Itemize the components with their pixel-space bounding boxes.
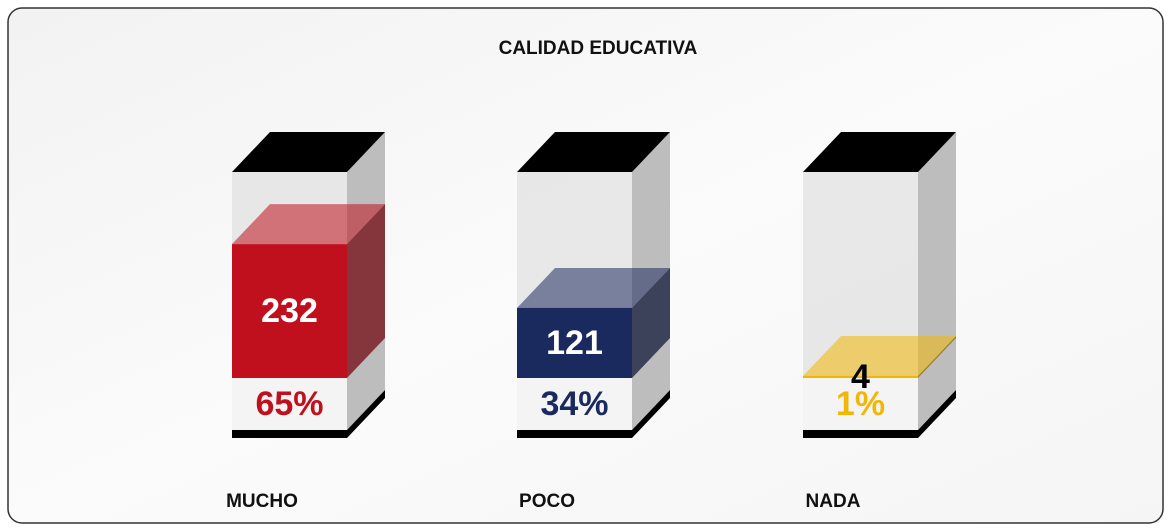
bar-top [803, 335, 956, 376]
label-band [517, 378, 632, 430]
column-top [803, 132, 956, 172]
column-top [517, 132, 670, 172]
column-base-side [347, 390, 385, 438]
bar-top [517, 267, 670, 308]
count-label: 4 [851, 358, 870, 396]
category-label: POCO [519, 491, 575, 512]
column-base [803, 430, 918, 438]
bar-top [232, 204, 385, 245]
count-label: 121 [546, 324, 603, 362]
column-top [232, 132, 385, 172]
percent-label: 65% [255, 385, 323, 423]
column-base [517, 430, 632, 438]
category-label: NADA [806, 491, 861, 512]
bar-side [347, 204, 385, 378]
bar-side [918, 335, 956, 378]
percent-label: 34% [540, 385, 608, 423]
chart-title: CALIDAD EDUCATIVA [499, 38, 698, 59]
bar-side [632, 267, 670, 378]
bar [232, 244, 347, 378]
column-base-side [632, 390, 670, 438]
label-band [232, 378, 347, 430]
percent-label: 1% [836, 385, 885, 423]
column-base-side [918, 390, 956, 438]
label-band [803, 378, 918, 430]
column-base [232, 430, 347, 438]
count-label: 232 [261, 292, 318, 330]
category-label: MUCHO [226, 491, 298, 512]
bar [803, 375, 918, 378]
bar [517, 307, 632, 378]
column-side [918, 132, 956, 430]
